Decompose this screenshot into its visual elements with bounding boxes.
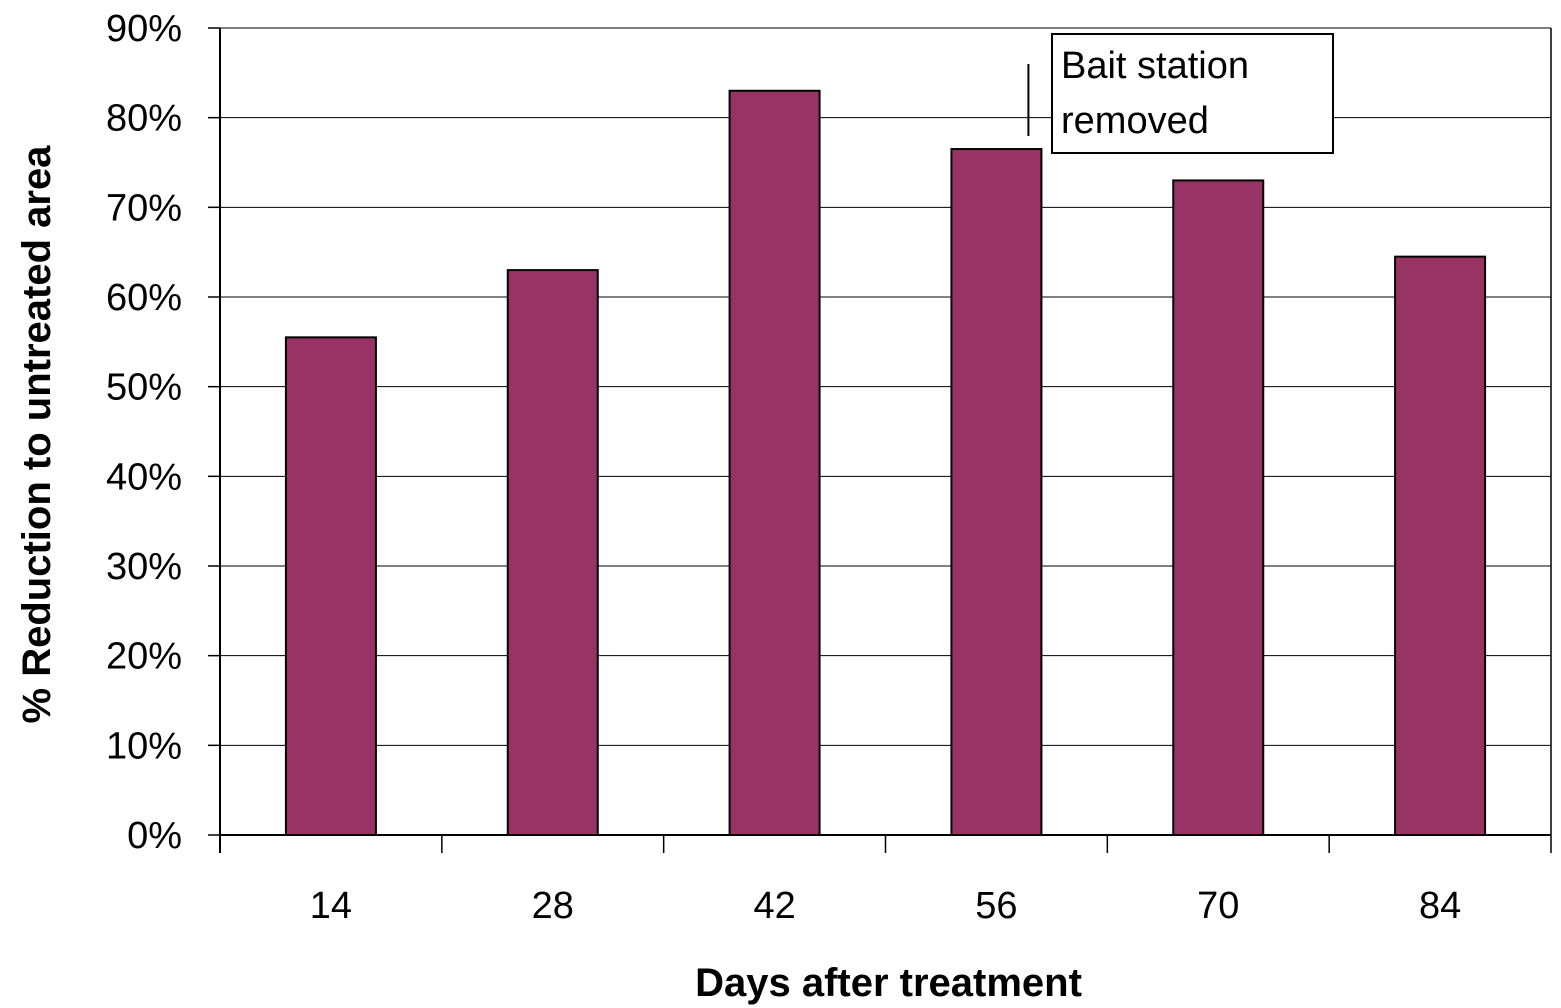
y-tick-labels: 0% 10% 20% 30% 40% 50% 60% 70% 80% 90% [106, 8, 182, 857]
y-tick-label: 60% [106, 277, 182, 319]
x-tick-label: 42 [753, 885, 795, 927]
y-tick-label: 20% [106, 636, 182, 678]
annotation-text-line-1: Bait station [1061, 45, 1249, 87]
x-tick-label: 56 [975, 885, 1017, 927]
y-tick-label: 30% [106, 546, 182, 588]
x-axis-title: Days after treatment [695, 961, 1082, 1005]
grid-lines [208, 27, 1551, 836]
annotation: Bait station removed [1027, 33, 1334, 154]
y-axis-title: % Reduction to untreated area [15, 145, 59, 724]
x-tick-label: 28 [532, 885, 574, 927]
y-tick-label: 90% [106, 8, 182, 50]
y-tick-label: 70% [106, 187, 182, 229]
bar [728, 89, 821, 837]
bar [506, 269, 599, 837]
plot-area [210, 28, 1551, 835]
bar [950, 148, 1043, 837]
bar [1172, 179, 1265, 836]
annotation-box [1051, 33, 1334, 154]
x-tick-label: 70 [1197, 885, 1239, 927]
y-tick-label: 80% [106, 98, 182, 140]
x-tick-label: 84 [1419, 885, 1461, 927]
x-tick-label: 14 [310, 885, 352, 927]
bars [284, 89, 1487, 837]
x-tick-labels: 14 28 42 56 70 84 [310, 835, 1461, 927]
bar [1394, 255, 1487, 836]
y-tick-label: 0% [127, 815, 182, 857]
y-tick-label: 10% [106, 725, 182, 767]
bar [284, 336, 377, 836]
annotation-text-line-2: removed [1061, 100, 1209, 142]
y-tick-label: 40% [106, 456, 182, 498]
y-tick-label: 50% [106, 367, 182, 409]
